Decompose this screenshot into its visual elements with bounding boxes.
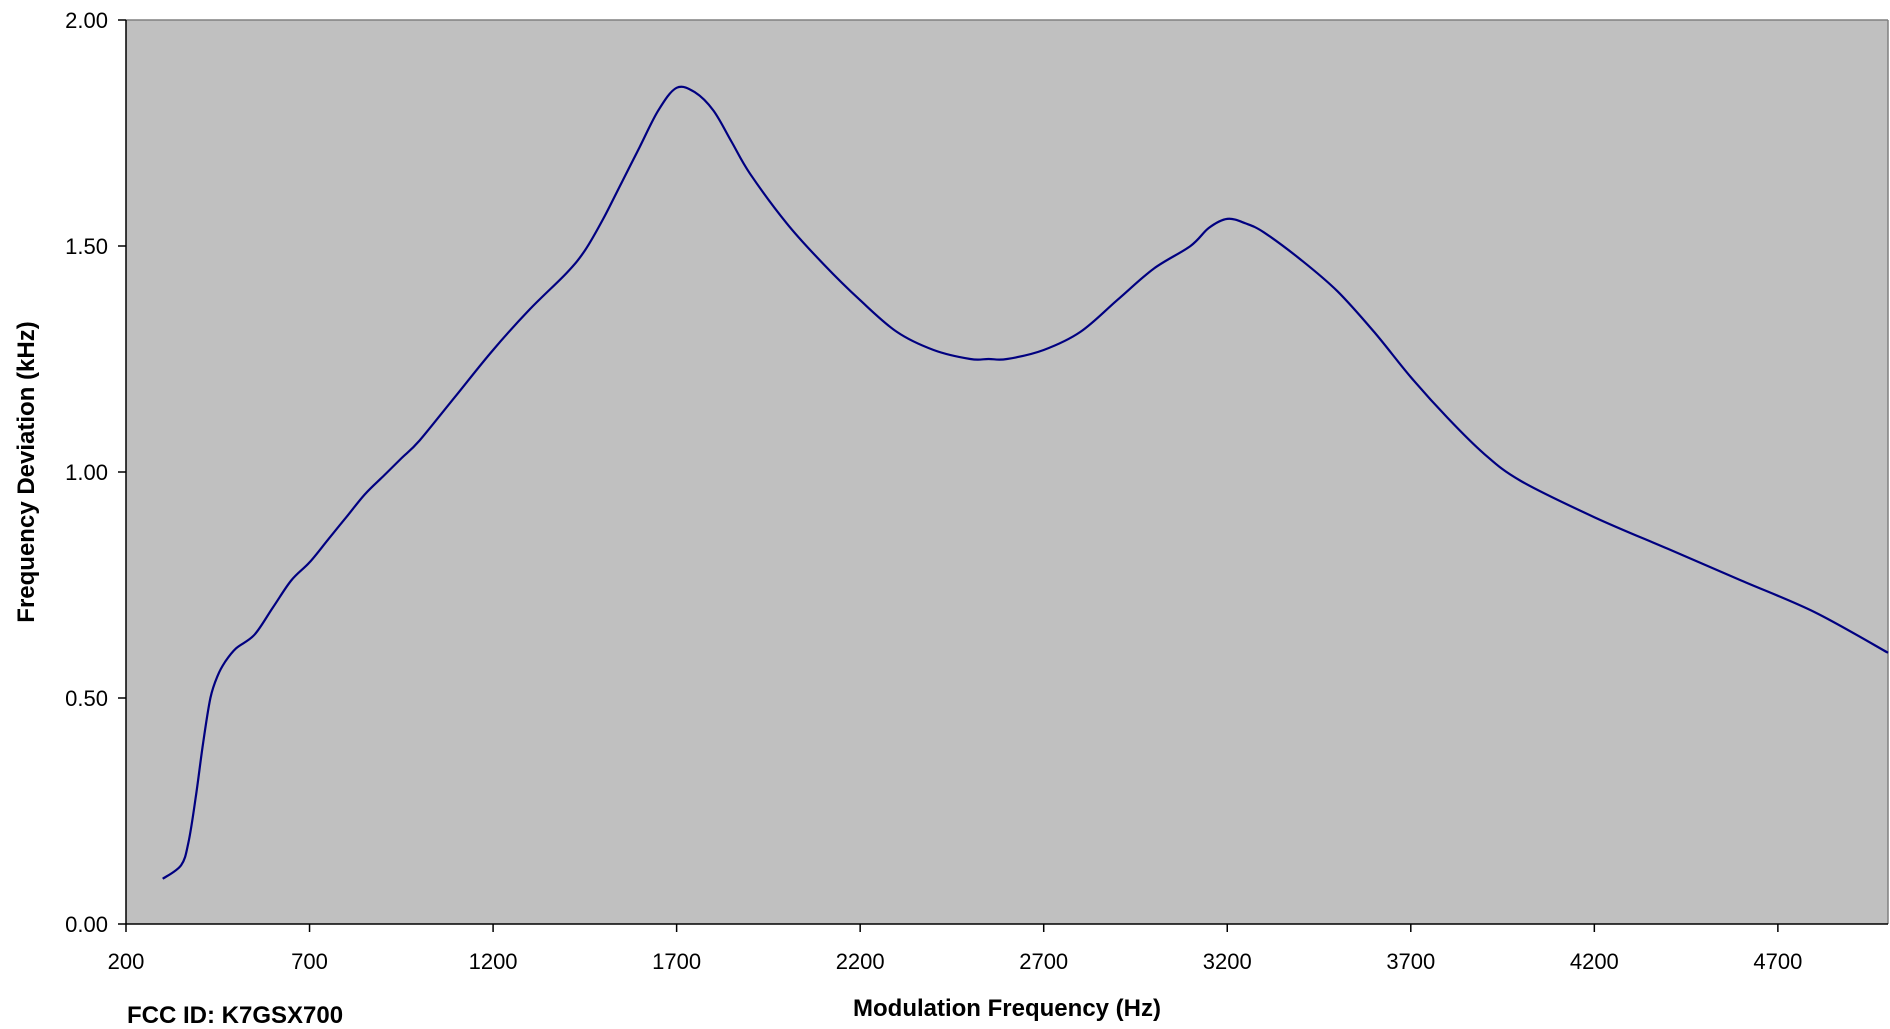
fcc-id-label: FCC ID: K7GSX700: [127, 1002, 343, 1029]
y-tick-label: 1.50: [65, 234, 108, 259]
y-tick-label: 1.00: [65, 460, 108, 485]
plot-area: [126, 20, 1888, 924]
x-axis-title: Modulation Frequency (Hz): [853, 995, 1161, 1022]
y-tick-label: 2.00: [65, 8, 108, 33]
x-tick-label: 2700: [1019, 949, 1068, 974]
x-tick-label: 700: [291, 949, 328, 974]
y-axis-ticks: 0.00 0.50 1.00 1.50 2.00: [65, 8, 126, 937]
x-tick-label: 3200: [1203, 949, 1252, 974]
x-tick-label: 1200: [469, 949, 518, 974]
x-tick-label: 3700: [1386, 949, 1435, 974]
series-line: [162, 85, 1889, 880]
x-tick-label: 1700: [652, 949, 701, 974]
x-axis-ticks: 200 700 1200 1700 2200 2700 3200 3700 4200 4700: [108, 924, 1802, 974]
series-layer: [162, 85, 1889, 880]
x-tick-label: 4200: [1570, 949, 1619, 974]
y-axis-title: Frequency Deviation (kHz): [13, 321, 40, 622]
x-tick-label: 2200: [836, 949, 885, 974]
x-tick-label: 4700: [1753, 949, 1802, 974]
y-tick-label: 0.00: [65, 912, 108, 937]
y-tick-label: 0.50: [65, 686, 108, 711]
x-tick-label: 200: [108, 949, 145, 974]
